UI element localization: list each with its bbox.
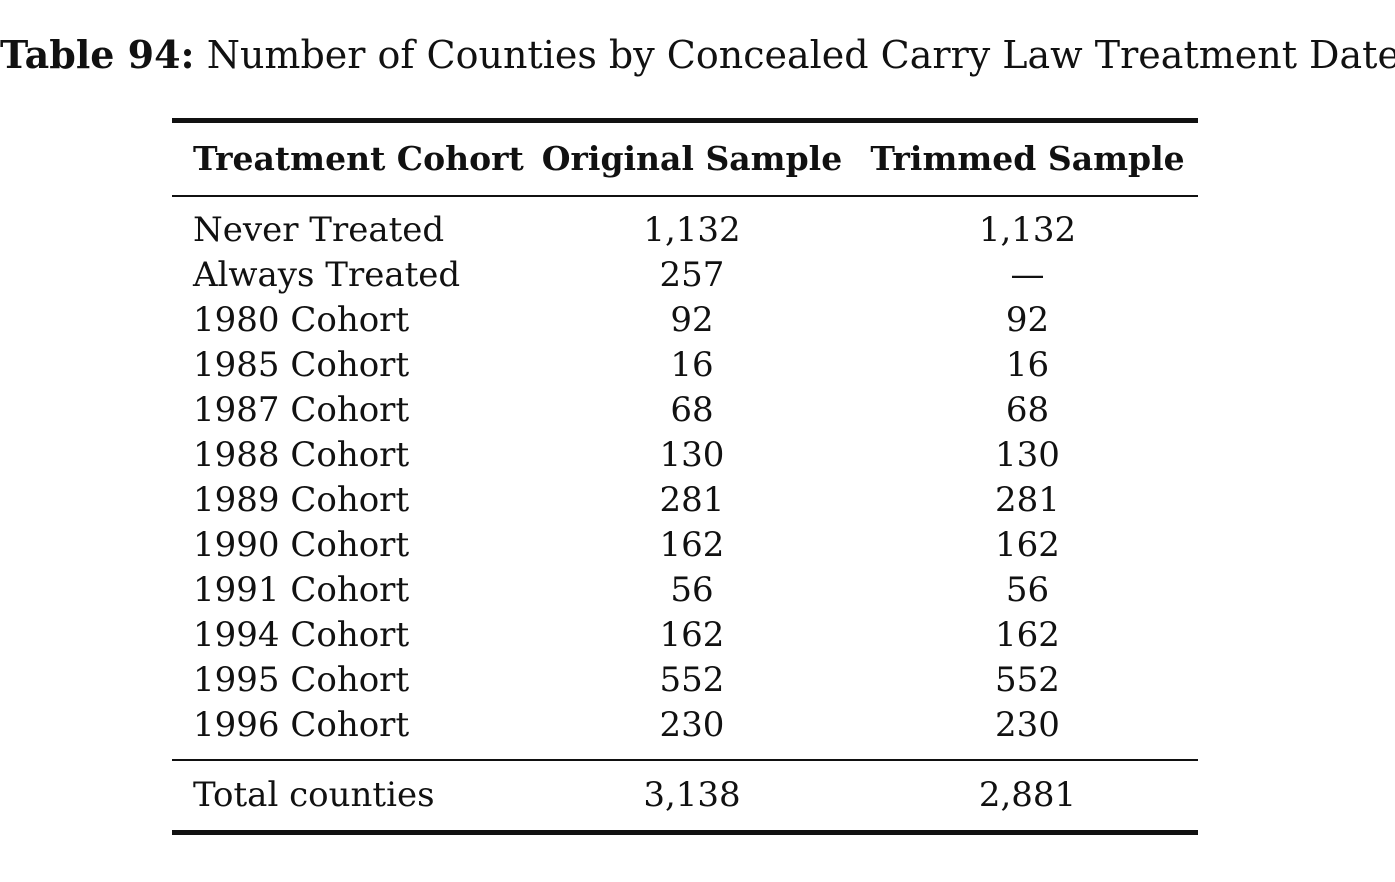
table-row: 1995 Cohort 552 552 — [172, 658, 1198, 703]
data-table: Treatment Cohort Original Sample Trimmed… — [172, 118, 1198, 835]
table-body: Never Treated 1,132 1,132 Always Treated… — [172, 197, 1198, 759]
row-label: Never Treated — [193, 210, 445, 250]
original-value: 92 — [670, 300, 714, 340]
table-row: 1980 Cohort 92 92 — [172, 298, 1198, 343]
total-row: Total counties 3,138 2,881 — [172, 773, 1198, 818]
row-label: 1980 Cohort — [193, 300, 410, 340]
table-row: Always Treated 257 — — [172, 253, 1198, 298]
original-value: 257 — [659, 255, 725, 295]
trimmed-value: 230 — [995, 705, 1060, 745]
original-value: 162 — [659, 615, 725, 655]
table-title: Number of Counties by Concealed Carry La… — [206, 33, 1395, 77]
trimmed-value: 130 — [995, 435, 1060, 475]
row-label: 1996 Cohort — [193, 705, 410, 745]
original-value: 130 — [659, 435, 725, 475]
trimmed-value: 68 — [1005, 390, 1050, 430]
total-trimmed: 2,881 — [978, 775, 1077, 815]
table-row: Never Treated 1,132 1,132 — [172, 208, 1198, 253]
table-row: 1985 Cohort 16 16 — [172, 343, 1198, 388]
original-value: 56 — [670, 570, 714, 610]
row-label: 1987 Cohort — [193, 390, 410, 430]
row-label: Always Treated — [193, 255, 461, 295]
row-label: 1985 Cohort — [193, 345, 410, 385]
header-rule — [172, 195, 1198, 197]
trimmed-value: 162 — [995, 615, 1060, 655]
row-label: 1994 Cohort — [193, 615, 410, 655]
row-label: 1989 Cohort — [193, 480, 410, 520]
trimmed-value: 162 — [995, 525, 1060, 565]
table-row: 1991 Cohort 56 56 — [172, 568, 1198, 613]
table-row: 1987 Cohort 68 68 — [172, 388, 1198, 433]
header-cell: Treatment Cohort — [193, 139, 524, 178]
top-rule — [172, 118, 1198, 123]
total-rule — [172, 759, 1198, 761]
table-number: Table 94: — [0, 32, 195, 77]
trimmed-value: 1,132 — [978, 210, 1077, 250]
table-row: 1990 Cohort 162 162 — [172, 523, 1198, 568]
trimmed-value: 56 — [1005, 570, 1050, 610]
original-value: 16 — [670, 345, 714, 385]
table-row: 1989 Cohort 281 281 — [172, 478, 1198, 523]
header-row: Treatment Cohort Original Sample Trimmed… — [172, 123, 1198, 195]
header-cell: Trimmed Sample — [870, 139, 1185, 178]
original-value: 281 — [659, 480, 725, 520]
row-label: 1991 Cohort — [193, 570, 410, 610]
trimmed-value: 552 — [995, 660, 1060, 700]
original-value: 230 — [659, 705, 725, 745]
original-value: 68 — [670, 390, 714, 430]
table-row: 1994 Cohort 162 162 — [172, 613, 1198, 658]
table-caption: Table 94: Number of Counties by Conceale… — [0, 32, 1395, 77]
row-label: 1995 Cohort — [193, 660, 410, 700]
row-label: 1990 Cohort — [193, 525, 410, 565]
trimmed-value: 281 — [995, 480, 1060, 520]
table-row: 1996 Cohort 230 230 — [172, 703, 1198, 748]
trimmed-value: — — [1010, 255, 1045, 295]
row-label: 1988 Cohort — [193, 435, 410, 475]
original-value: 552 — [659, 660, 725, 700]
table-row: 1988 Cohort 130 130 — [172, 433, 1198, 478]
original-value: 1,132 — [643, 210, 741, 250]
total-label: Total counties — [193, 775, 435, 815]
table-footer: Total counties 3,138 2,881 — [172, 761, 1198, 830]
original-value: 162 — [659, 525, 725, 565]
header-cell: Original Sample — [541, 139, 843, 178]
trimmed-value: 92 — [1005, 300, 1050, 340]
bottom-rule — [172, 830, 1198, 835]
total-original: 3,138 — [643, 775, 741, 815]
trimmed-value: 16 — [1005, 345, 1050, 385]
